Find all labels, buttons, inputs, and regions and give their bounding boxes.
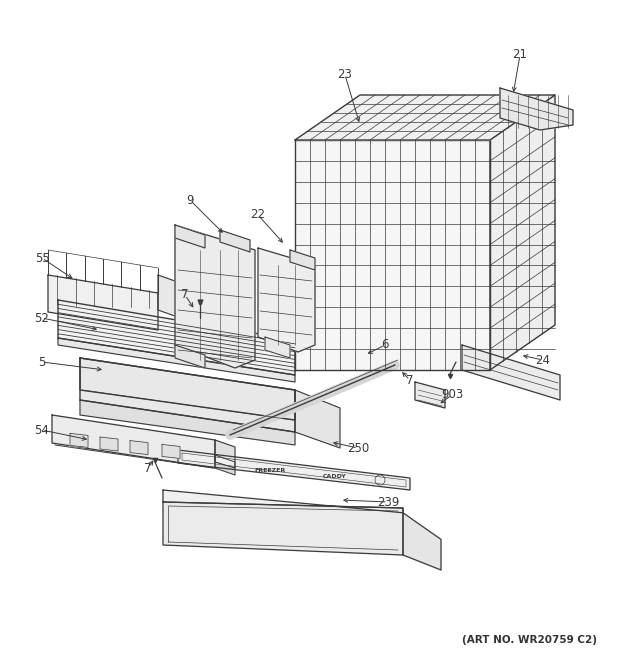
Polygon shape: [215, 440, 235, 468]
Text: 7: 7: [406, 373, 414, 387]
Text: 239: 239: [377, 496, 399, 508]
Text: 22: 22: [250, 208, 265, 221]
Polygon shape: [265, 337, 290, 358]
Polygon shape: [158, 275, 186, 320]
Polygon shape: [215, 455, 235, 475]
Polygon shape: [462, 345, 560, 400]
Polygon shape: [130, 441, 148, 455]
Polygon shape: [175, 225, 255, 368]
Polygon shape: [80, 400, 295, 445]
Polygon shape: [58, 338, 295, 382]
Text: (ART NO. WR20759 C2): (ART NO. WR20759 C2): [463, 635, 598, 645]
Polygon shape: [80, 358, 295, 420]
Polygon shape: [403, 513, 441, 570]
Text: 7: 7: [144, 461, 152, 475]
Polygon shape: [295, 140, 490, 370]
Polygon shape: [258, 248, 315, 352]
Polygon shape: [162, 444, 180, 459]
Text: 250: 250: [347, 442, 369, 455]
Polygon shape: [490, 95, 555, 370]
Polygon shape: [295, 95, 555, 140]
Text: 9: 9: [186, 194, 193, 206]
Polygon shape: [175, 345, 205, 368]
Polygon shape: [163, 490, 403, 513]
Text: 6: 6: [381, 338, 389, 352]
Text: FREEZER: FREEZER: [254, 469, 286, 473]
Polygon shape: [52, 415, 215, 468]
Polygon shape: [100, 437, 118, 451]
Polygon shape: [182, 453, 406, 487]
Text: 24: 24: [536, 354, 551, 366]
Polygon shape: [178, 450, 410, 490]
Text: 54: 54: [35, 424, 50, 436]
Polygon shape: [290, 250, 315, 270]
Polygon shape: [175, 225, 205, 248]
Polygon shape: [58, 300, 295, 375]
Polygon shape: [415, 382, 445, 408]
Polygon shape: [500, 88, 573, 130]
Text: 5: 5: [38, 356, 46, 368]
Text: ReplacementParts.com: ReplacementParts.com: [229, 323, 391, 337]
Text: 903: 903: [441, 389, 463, 401]
Polygon shape: [295, 390, 340, 448]
Text: 52: 52: [35, 311, 50, 325]
Text: 55: 55: [35, 251, 50, 264]
Text: 21: 21: [513, 48, 528, 61]
Polygon shape: [80, 358, 295, 432]
Polygon shape: [163, 502, 403, 555]
Polygon shape: [70, 434, 88, 447]
Text: CADDY: CADDY: [323, 475, 347, 479]
Polygon shape: [220, 230, 250, 252]
Text: 23: 23: [337, 69, 352, 81]
Text: 7: 7: [181, 288, 188, 301]
Polygon shape: [48, 275, 158, 330]
